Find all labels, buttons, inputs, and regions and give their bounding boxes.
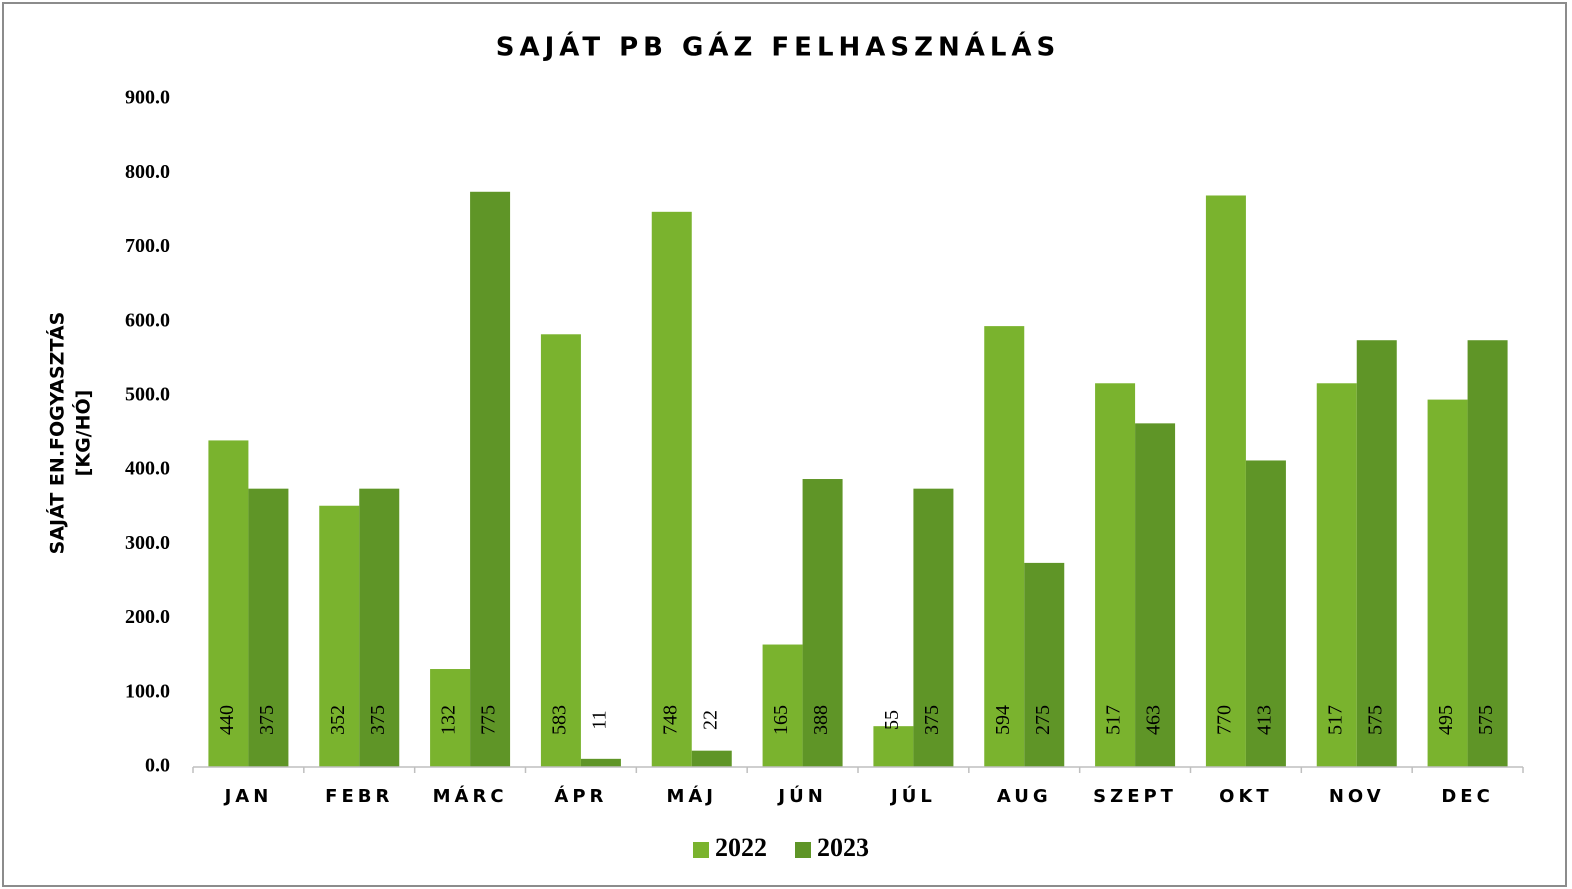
- y-tick-label: 300.0: [125, 532, 170, 554]
- x-tick-label: FEBR: [325, 786, 393, 807]
- x-tick-label: JAN: [223, 786, 273, 807]
- data-label: 517: [1103, 705, 1125, 735]
- data-label: 132: [438, 705, 460, 735]
- y-tick-label: 200.0: [125, 606, 170, 628]
- bar: [580, 758, 621, 767]
- y-axis-title: SAJÁT EN.FOGYASZTÁS: [46, 312, 69, 555]
- y-tick-label: 800.0: [125, 161, 170, 183]
- data-label: 352: [327, 705, 349, 735]
- bar: [248, 488, 289, 767]
- bar: [691, 750, 732, 767]
- y-tick-label: 400.0: [125, 458, 170, 480]
- bar: [984, 326, 1025, 767]
- y-tick-label: 900.0: [125, 87, 170, 109]
- data-label: 22: [699, 710, 721, 730]
- data-label: 575: [1364, 705, 1386, 735]
- y-tick-label: 100.0: [125, 680, 170, 702]
- x-tick-label: JÚN: [776, 785, 826, 807]
- x-tick-label: MÁRC: [433, 785, 508, 807]
- y-axis-title: [KG/HÓ]: [71, 390, 95, 477]
- bar: [208, 440, 249, 767]
- bar: [359, 488, 400, 767]
- bar: [873, 726, 914, 767]
- data-label: 413: [1254, 705, 1276, 735]
- data-label: 165: [770, 705, 792, 735]
- data-label: 463: [1143, 705, 1165, 735]
- bar: [762, 644, 803, 767]
- data-label: 375: [921, 705, 943, 735]
- bar: [1095, 383, 1136, 767]
- bar: [430, 669, 471, 767]
- data-label: 748: [659, 705, 681, 735]
- bar: [540, 334, 581, 767]
- bar: [913, 488, 954, 767]
- x-tick-label: SZEPT: [1093, 786, 1177, 807]
- legend-swatch: [795, 842, 811, 858]
- x-tick-label: OKT: [1219, 786, 1273, 807]
- legend-swatch: [693, 842, 709, 858]
- data-label: 388: [810, 705, 832, 735]
- data-label: 375: [256, 705, 278, 735]
- y-tick-label: 500.0: [125, 383, 170, 405]
- data-label: 11: [589, 710, 611, 729]
- data-label: 275: [1032, 705, 1054, 735]
- y-tick-label: 700.0: [125, 235, 170, 257]
- bar: [1316, 383, 1357, 767]
- data-label: 517: [1324, 705, 1346, 735]
- y-tick-label: 600.0: [125, 309, 170, 331]
- bar: [802, 479, 843, 767]
- bar: [319, 505, 360, 767]
- data-label: 375: [367, 705, 389, 735]
- data-label: 583: [549, 705, 571, 735]
- bar: [1245, 460, 1286, 767]
- x-tick-label: JÚL: [889, 785, 936, 807]
- legend-label: 2023: [817, 833, 869, 862]
- x-tick-label: ÁPR: [554, 785, 607, 807]
- data-label: 440: [216, 705, 238, 735]
- x-tick-label: DEC: [1441, 786, 1493, 807]
- x-tick-label: NOV: [1329, 786, 1385, 807]
- bar: [470, 191, 511, 767]
- data-label: 495: [1435, 705, 1457, 735]
- bar: [651, 211, 692, 768]
- x-tick-label: AUG: [997, 786, 1052, 807]
- bar: [1427, 399, 1468, 767]
- data-label: 594: [992, 705, 1014, 735]
- data-label: 770: [1214, 705, 1236, 735]
- bar: [1135, 423, 1176, 767]
- chart-title: SAJÁT PB GÁZ FELHASZNÁLÁS: [496, 31, 1061, 63]
- x-tick-label: MÁJ: [666, 785, 717, 807]
- data-label: 55: [881, 710, 903, 730]
- bar: [1356, 340, 1397, 767]
- bar: [1467, 340, 1508, 767]
- bar: [1024, 562, 1065, 767]
- y-tick-label: 0.0: [145, 755, 170, 777]
- data-label: 575: [1475, 705, 1497, 735]
- legend-label: 2022: [715, 833, 767, 862]
- data-label: 775: [478, 705, 500, 735]
- bar: [1205, 195, 1246, 767]
